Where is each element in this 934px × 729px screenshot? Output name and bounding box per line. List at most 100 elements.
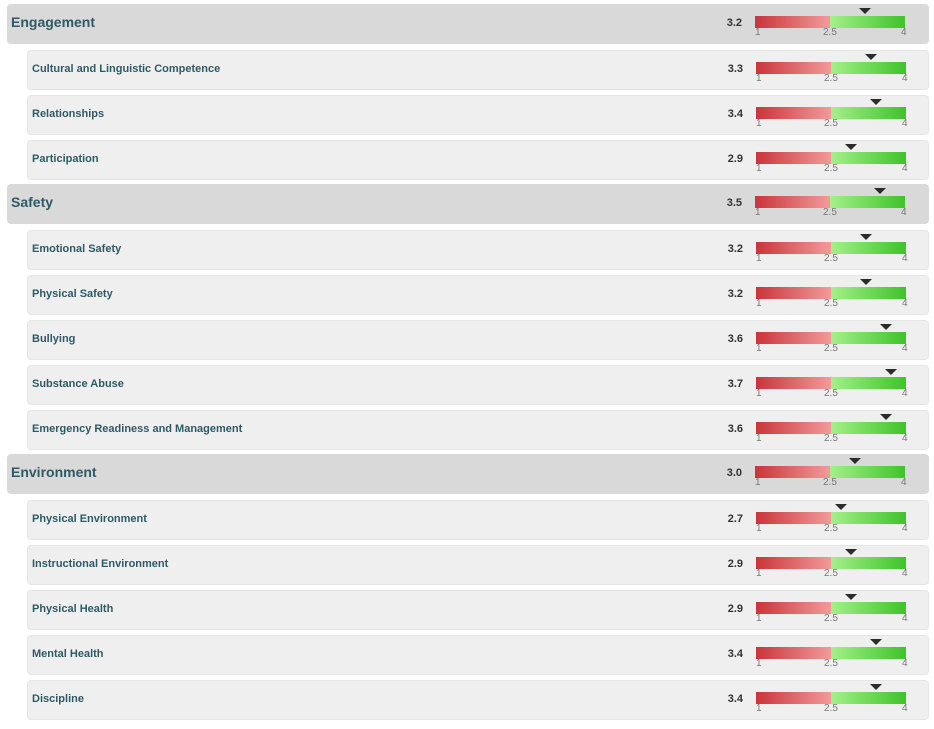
score-gauge: 1 2.5 4 [756, 414, 908, 444]
subcategory-label: Discipline [32, 693, 84, 705]
gauge-bar [756, 332, 906, 344]
gauge-bar [756, 422, 906, 434]
gauge-tick-max: 4 [902, 613, 908, 624]
gauge-high-segment [831, 62, 906, 74]
subcategory-label: Mental Health [32, 648, 104, 660]
subcategory-row[interactable]: Bullying 3.6 1 2.5 4 [27, 320, 929, 360]
gauge-high-segment [831, 332, 906, 344]
subcategory-row[interactable]: Emotional Safety 3.2 1 2.5 4 [27, 230, 929, 270]
gauge-tick-min: 1 [756, 433, 762, 444]
gauge-low-segment [756, 377, 831, 389]
gauge-tick-min: 1 [756, 118, 762, 129]
gauge-tick-mid: 2.5 [824, 568, 838, 579]
subcategory-row[interactable]: Physical Environment 2.7 1 2.5 4 [27, 500, 929, 540]
gauge-tick-min: 1 [755, 477, 761, 488]
gauge-bar [755, 196, 905, 208]
score-marker-icon [870, 684, 882, 690]
gauge-tick-min: 1 [755, 27, 761, 38]
gauge-bar [756, 602, 906, 614]
gauge-bar [756, 692, 906, 704]
subcategory-row[interactable]: Substance Abuse 3.7 1 2.5 4 [27, 365, 929, 405]
subcategory-label: Bullying [32, 333, 76, 345]
score-gauge: 1 2.5 4 [756, 594, 908, 624]
gauge-bar [755, 16, 905, 28]
gauge-low-segment [756, 287, 831, 299]
gauge-tick-min: 1 [756, 658, 762, 669]
score-marker-icon [835, 504, 847, 510]
score-value: 3.2 [726, 17, 742, 29]
gauge-low-segment [756, 152, 831, 164]
score-marker-icon [870, 99, 882, 105]
score-value: 3.2 [727, 243, 743, 255]
subcategory-row[interactable]: Participation 2.9 1 2.5 4 [27, 140, 929, 180]
subcategory-row[interactable]: Mental Health 3.4 1 2.5 4 [27, 635, 929, 675]
category-row[interactable]: Safety 3.5 1 2.5 4 [7, 184, 929, 224]
gauge-bar [756, 647, 906, 659]
gauge-tick-max: 4 [902, 343, 908, 354]
gauge-tick-min: 1 [756, 73, 762, 84]
score-value: 2.9 [727, 153, 743, 165]
subcategory-label: Emotional Safety [32, 243, 122, 255]
score-value: 3.4 [727, 693, 743, 705]
gauge-tick-min: 1 [756, 568, 762, 579]
subcategory-label: Participation [32, 153, 99, 165]
score-marker-icon [865, 54, 877, 60]
gauge-tick-mid: 2.5 [823, 477, 837, 488]
score-marker-icon [885, 369, 897, 375]
gauge-tick-mid: 2.5 [824, 253, 838, 264]
subcategory-row[interactable]: Cultural and Linguistic Competence 3.3 1 2.… [27, 50, 929, 90]
gauge-tick-mid: 2.5 [823, 207, 837, 218]
subcategory-row[interactable]: Physical Health 2.9 1 2.5 4 [27, 590, 929, 630]
gauge-low-segment [756, 512, 831, 524]
gauge-tick-max: 4 [901, 27, 907, 38]
score-marker-icon [860, 234, 872, 240]
gauge-tick-mid: 2.5 [824, 433, 838, 444]
gauge-tick-max: 4 [902, 388, 908, 399]
gauge-high-segment [831, 377, 906, 389]
gauge-bar [756, 152, 906, 164]
gauge-tick-min: 1 [756, 298, 762, 309]
gauge-tick-mid: 2.5 [824, 343, 838, 354]
subcategory-row[interactable]: Discipline 3.4 1 2.5 4 [27, 680, 929, 720]
category-row[interactable]: Engagement 3.2 1 2.5 4 [7, 4, 929, 44]
gauge-tick-max: 4 [901, 207, 907, 218]
gauge-low-segment [756, 557, 831, 569]
gauge-tick-max: 4 [902, 568, 908, 579]
gauge-high-segment [831, 647, 906, 659]
subcategory-row[interactable]: Emergency Readiness and Management 3.6 1 2.… [27, 410, 929, 450]
gauge-low-segment [756, 242, 831, 254]
score-value: 2.9 [727, 603, 743, 615]
gauge-tick-mid: 2.5 [823, 27, 837, 38]
gauge-tick-max: 4 [902, 253, 908, 264]
category-row[interactable]: Environment 3.0 1 2.5 4 [7, 454, 929, 494]
subcategory-row[interactable]: Physical Safety 3.2 1 2.5 4 [27, 275, 929, 315]
score-gauge: 1 2.5 4 [756, 99, 908, 129]
gauge-tick-max: 4 [902, 523, 908, 534]
gauge-tick-max: 4 [902, 163, 908, 174]
score-gauge: 1 2.5 4 [756, 54, 908, 84]
gauge-tick-mid: 2.5 [824, 523, 838, 534]
gauge-high-segment [831, 692, 906, 704]
subcategory-label: Physical Health [32, 603, 114, 615]
category-label: Safety [11, 194, 54, 210]
gauge-high-segment [831, 287, 906, 299]
score-value: 3.6 [727, 333, 743, 345]
gauge-tick-min: 1 [756, 343, 762, 354]
gauge-low-segment [756, 647, 831, 659]
score-value: 3.0 [726, 467, 742, 479]
gauge-tick-min: 1 [756, 703, 762, 714]
subcategory-row[interactable]: Relationships 3.4 1 2.5 4 [27, 95, 929, 135]
gauge-tick-mid: 2.5 [824, 73, 838, 84]
score-gauge: 1 2.5 4 [756, 369, 908, 399]
gauge-low-segment [756, 332, 831, 344]
gauge-tick-max: 4 [902, 73, 908, 84]
score-marker-icon [859, 8, 871, 14]
score-marker-icon [880, 324, 892, 330]
subcategory-row[interactable]: Instructional Environment 2.9 1 2.5 4 [27, 545, 929, 585]
gauge-tick-mid: 2.5 [824, 658, 838, 669]
score-value: 3.7 [727, 378, 743, 390]
gauge-high-segment [830, 196, 905, 208]
gauge-high-segment [831, 512, 906, 524]
gauge-bar [756, 287, 906, 299]
gauge-low-segment [756, 602, 831, 614]
